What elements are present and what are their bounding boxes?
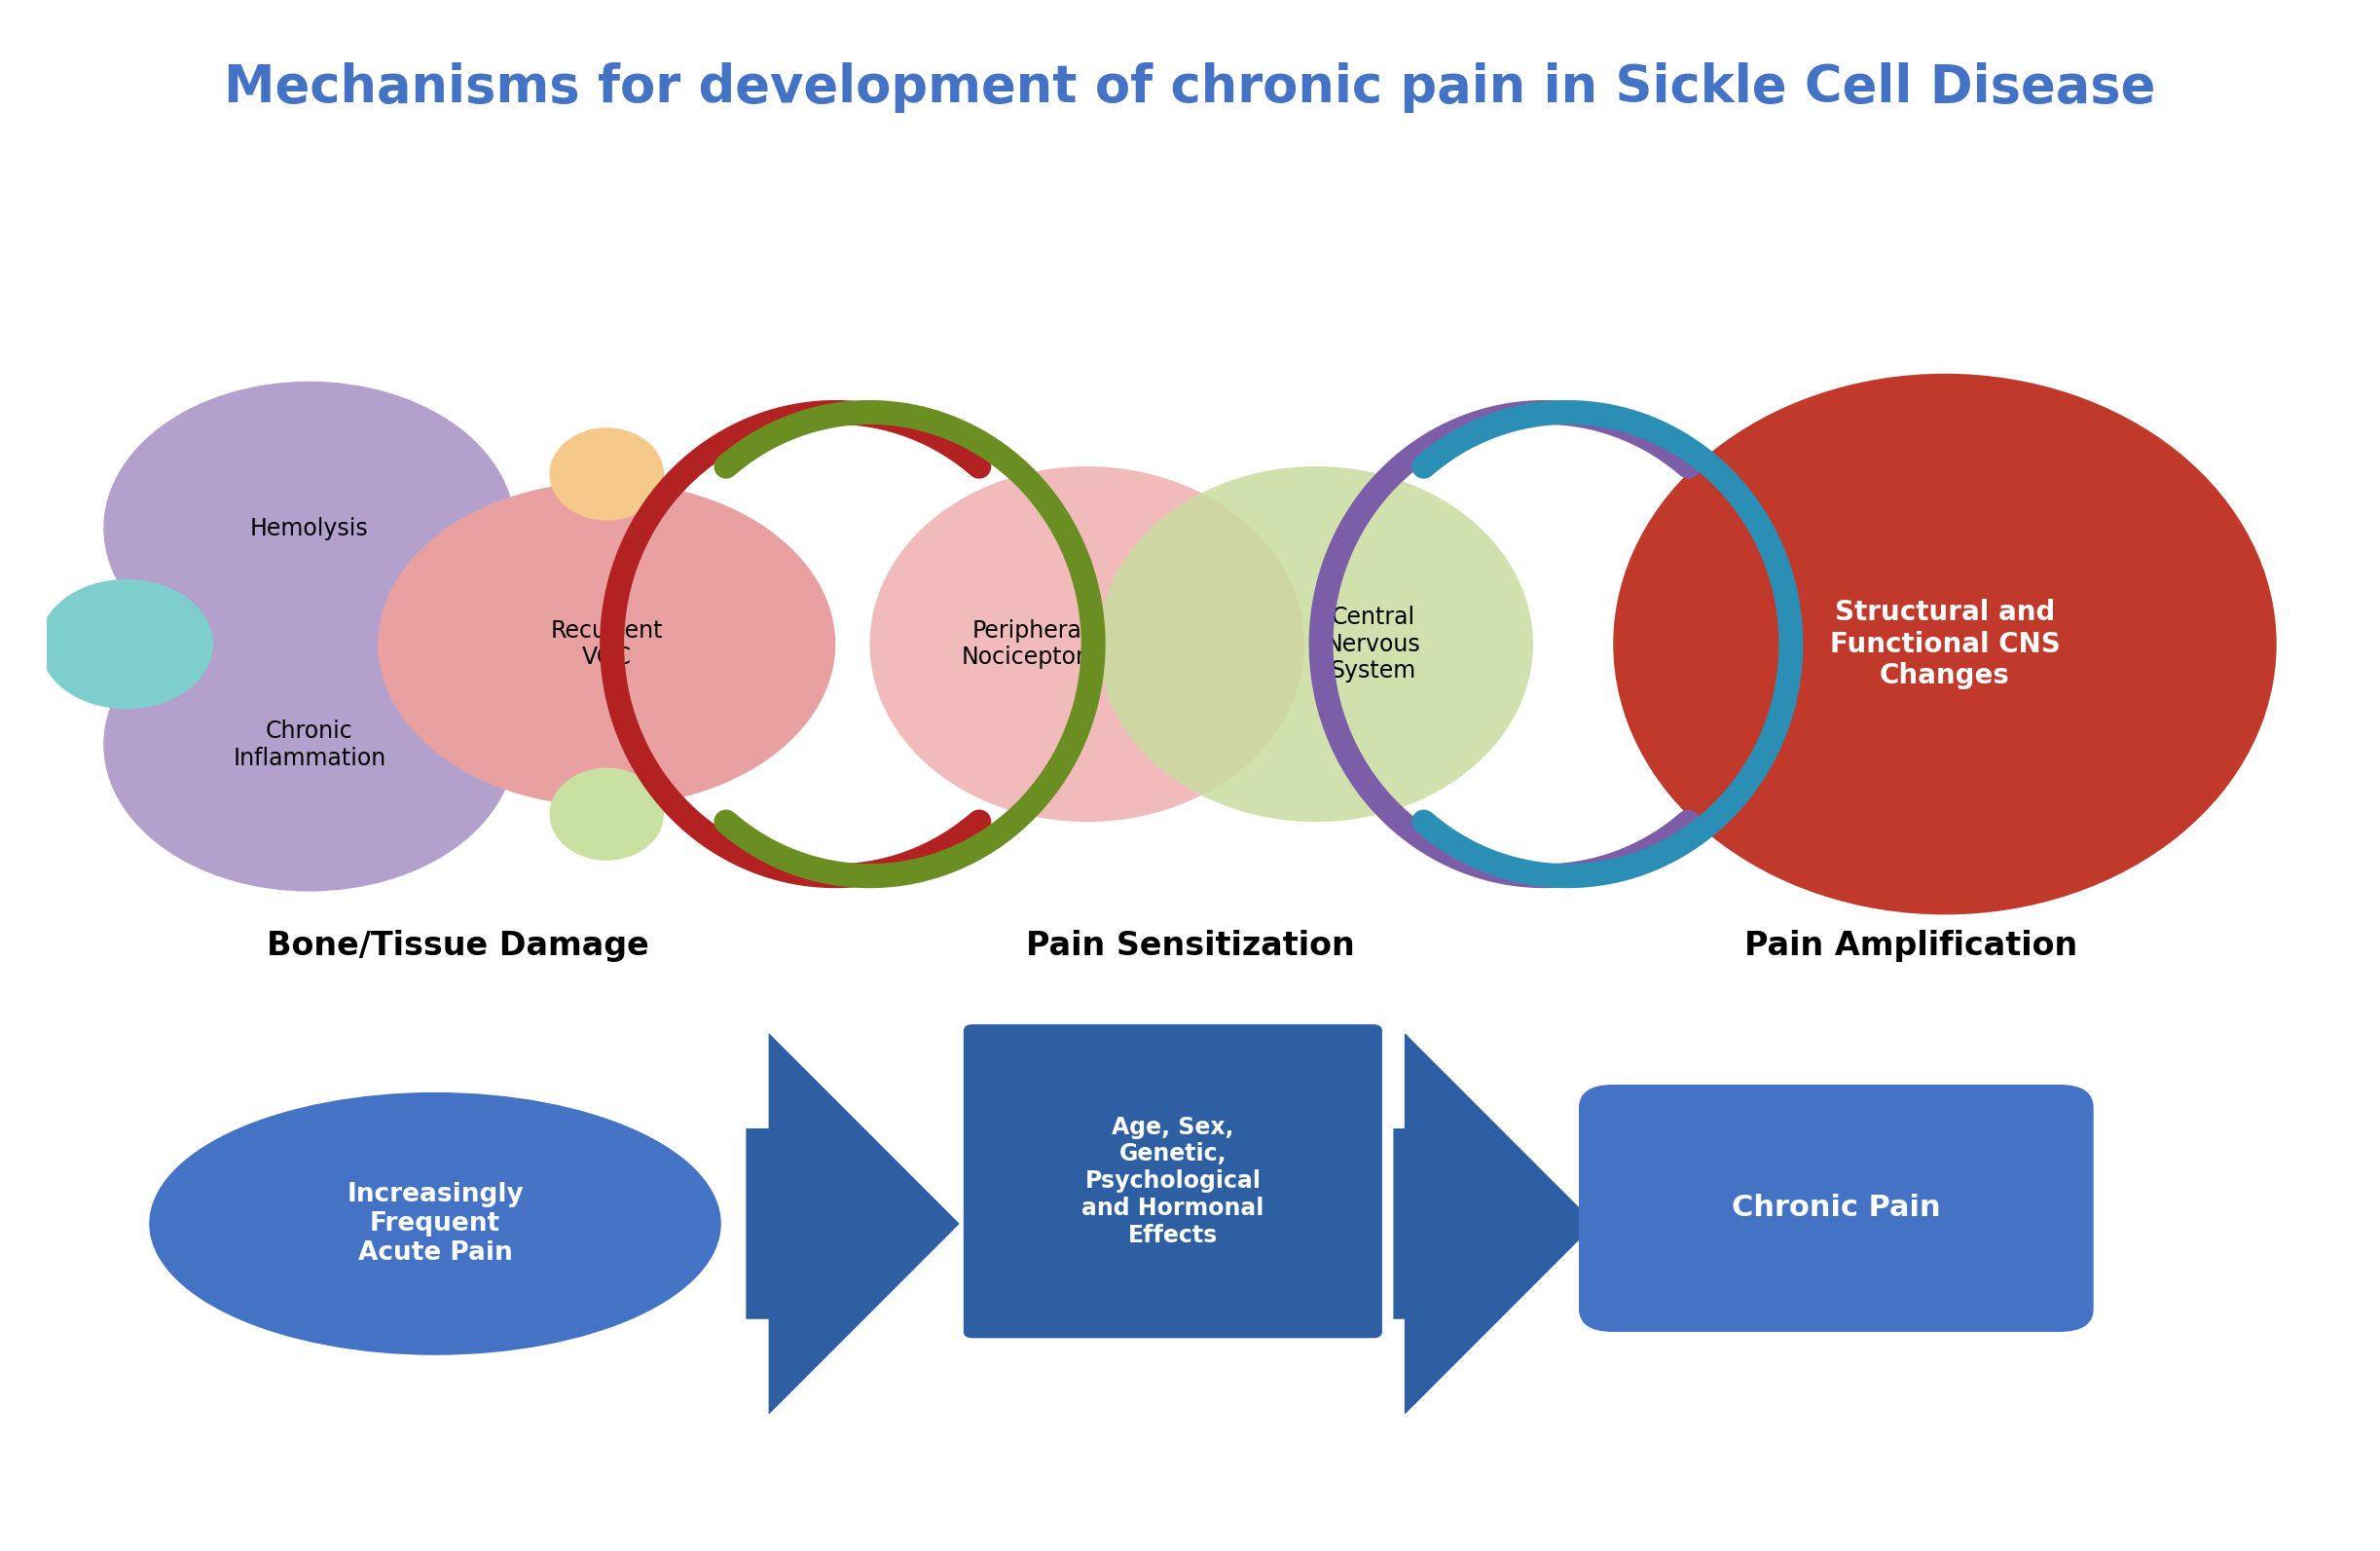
Text: Mechanisms for development of chronic pain in Sickle Cell Disease: Mechanisms for development of chronic pa…: [224, 62, 2156, 113]
FancyBboxPatch shape: [964, 1024, 1383, 1339]
Ellipse shape: [40, 579, 214, 709]
Ellipse shape: [1100, 467, 1533, 822]
Text: Chronic
Inflammation: Chronic Inflammation: [233, 720, 386, 769]
Ellipse shape: [1614, 374, 2278, 915]
Text: Peripheral
Nociceptors: Peripheral Nociceptors: [962, 619, 1097, 670]
FancyBboxPatch shape: [1578, 1084, 2094, 1332]
Text: Pain Amplification: Pain Amplification: [1745, 929, 2078, 962]
Text: Central
Nervous
System: Central Nervous System: [1326, 605, 1421, 682]
Text: Structural and
Functional CNS
Changes: Structural and Functional CNS Changes: [1830, 599, 2061, 689]
Text: Hemolysis: Hemolysis: [250, 516, 369, 540]
Text: Pain Sensitization: Pain Sensitization: [1026, 929, 1354, 962]
Text: Recurrent
VOC: Recurrent VOC: [550, 619, 664, 670]
Text: Chronic Pain: Chronic Pain: [1733, 1194, 1940, 1222]
Ellipse shape: [550, 768, 664, 861]
Text: Increasingly
Frequent
Acute Pain: Increasingly Frequent Acute Pain: [347, 1182, 524, 1266]
Ellipse shape: [150, 1092, 721, 1356]
Ellipse shape: [102, 382, 514, 675]
Text: Bone/Tissue Damage: Bone/Tissue Damage: [267, 929, 650, 962]
Ellipse shape: [378, 482, 835, 807]
Ellipse shape: [550, 428, 664, 521]
Ellipse shape: [869, 467, 1304, 822]
Text: Age, Sex,
Genetic,
Psychological
and Hormonal
Effects: Age, Sex, Genetic, Psychological and Hor…: [1081, 1115, 1264, 1247]
Ellipse shape: [102, 597, 514, 892]
